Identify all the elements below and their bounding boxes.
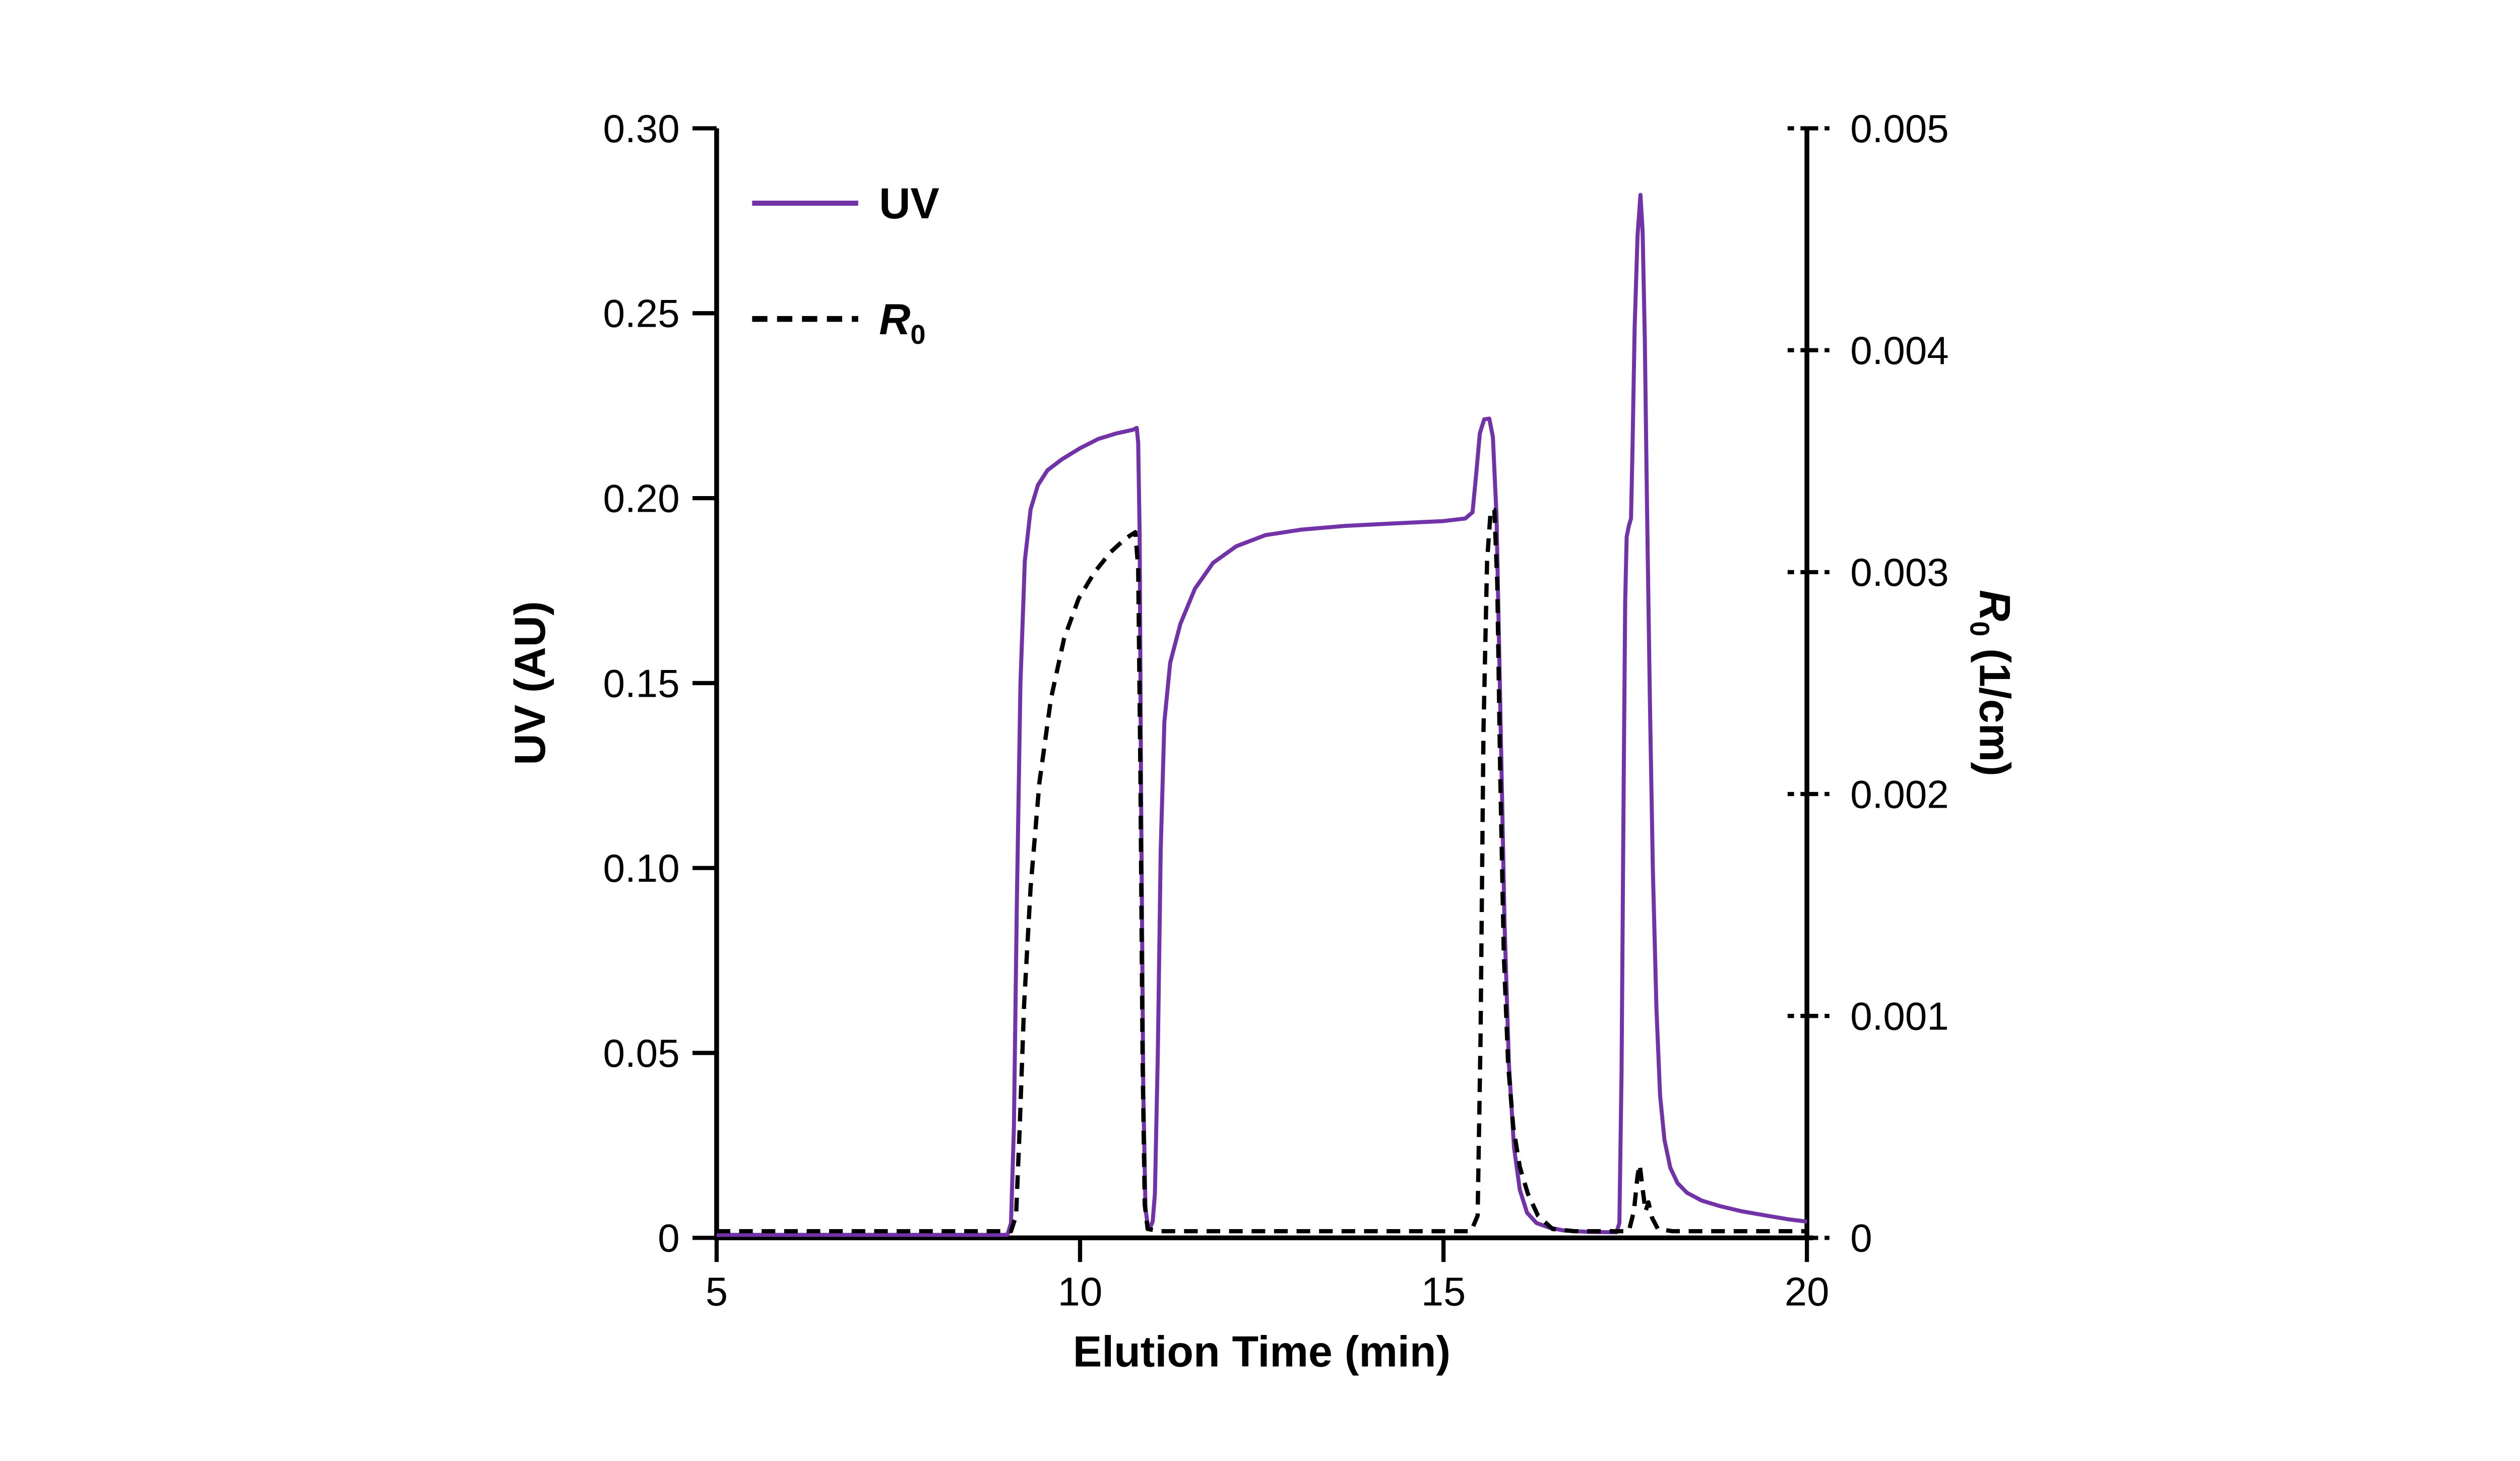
r0-series-line (716, 508, 1807, 1234)
y-left-axis-title: UV (AU) (506, 601, 554, 765)
x-axis-tick-label: 5 (706, 1269, 728, 1314)
y-right-axis-title: R0 (1/cm) (1964, 590, 2019, 776)
y-left-tick-label: 0.20 (603, 476, 680, 520)
legend-r0-label: R0 (879, 295, 925, 350)
y-left-tick-label: 0.10 (603, 846, 680, 890)
y-right-tick-label: 0.003 (1850, 550, 1948, 594)
x-axis-tick-label: 15 (1421, 1269, 1466, 1314)
uv-series-line (716, 193, 1807, 1237)
x-axis-tick-label: 20 (1785, 1269, 1830, 1314)
y-right-tick-label: 0.005 (1850, 106, 1948, 151)
y-right-tick-label: 0.002 (1850, 772, 1948, 816)
y-right-tick-label: 0 (1850, 1216, 1872, 1260)
y-left-tick-label: 0.15 (603, 661, 680, 705)
legend-uv-label: UV (879, 179, 939, 228)
x-axis-title: Elution Time (min) (1073, 1327, 1451, 1376)
y-left-tick-label: 0.25 (603, 291, 680, 336)
y-right-tick-label: 0.001 (1850, 994, 1948, 1039)
y-left-tick-label: 0.05 (603, 1031, 680, 1075)
y-left-tick-label: 0 (658, 1216, 679, 1260)
y-left-tick-label: 0.30 (603, 106, 680, 151)
x-axis-tick-label: 10 (1058, 1269, 1103, 1314)
y-right-tick-label: 0.004 (1850, 328, 1948, 373)
